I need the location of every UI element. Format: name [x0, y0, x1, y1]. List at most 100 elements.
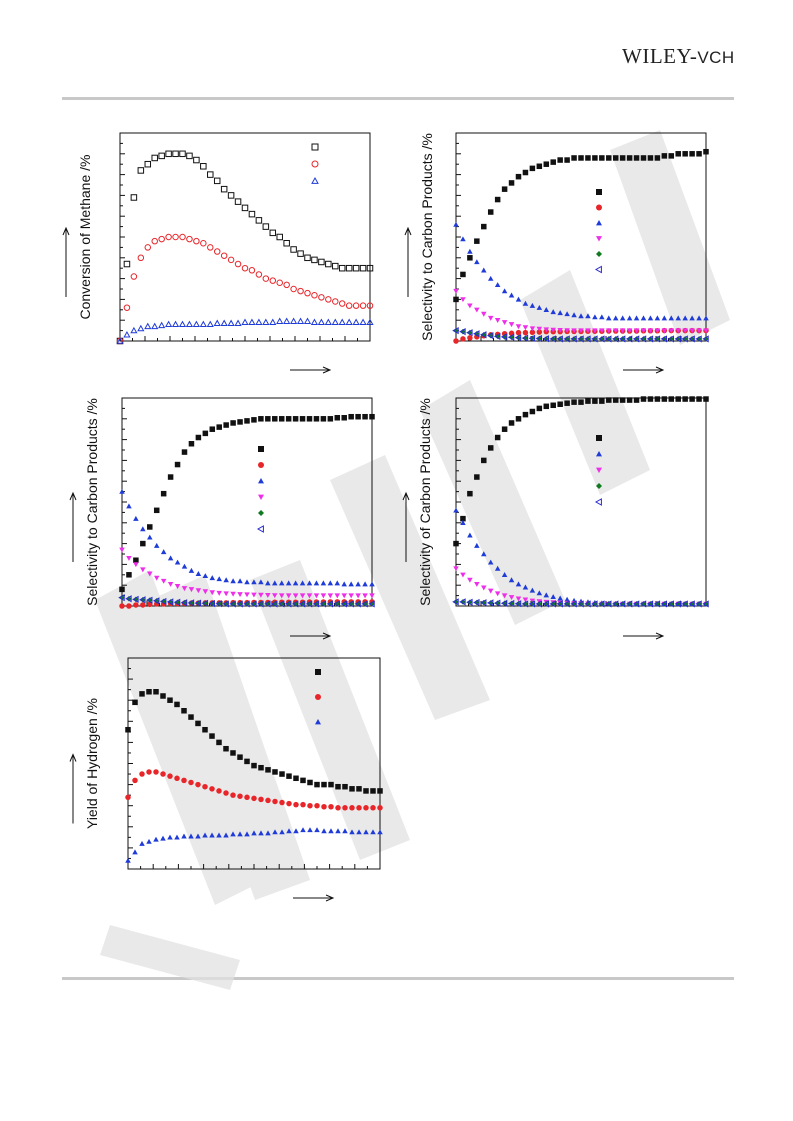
data-point	[501, 572, 508, 577]
data-point	[272, 601, 278, 607]
data-point	[187, 599, 195, 607]
data-point	[227, 319, 235, 327]
data-point	[542, 600, 549, 608]
data-point	[251, 417, 257, 423]
data-point	[174, 775, 180, 782]
data-point	[696, 315, 702, 321]
data-point	[171, 320, 180, 328]
series-3	[453, 221, 709, 321]
x-axis-arrowhead	[655, 632, 665, 640]
data-point	[283, 317, 291, 324]
data-point	[356, 786, 362, 792]
data-point	[522, 329, 529, 336]
data-point	[668, 328, 675, 334]
data-point	[200, 163, 207, 170]
data-point	[262, 223, 270, 230]
data-point	[244, 831, 250, 837]
data-point	[140, 597, 146, 603]
data-point	[272, 593, 278, 599]
data-point	[355, 581, 361, 587]
data-point	[342, 783, 348, 790]
data-point	[612, 155, 619, 161]
data-point	[452, 598, 459, 606]
data-point	[139, 596, 146, 604]
data-point	[165, 320, 173, 328]
data-point	[453, 507, 459, 513]
data-point	[514, 600, 522, 608]
y-axis-arrowhead	[402, 491, 410, 501]
data-point	[592, 336, 598, 342]
data-point	[216, 788, 222, 794]
data-point	[550, 327, 556, 333]
data-point	[237, 578, 243, 584]
data-point	[474, 259, 480, 265]
data-point	[696, 151, 702, 157]
data-point	[689, 601, 695, 607]
data-point	[285, 601, 292, 607]
data-point	[626, 336, 633, 342]
data-point	[213, 248, 221, 255]
data-point	[668, 153, 675, 159]
data-point	[227, 256, 235, 264]
data-point	[251, 830, 257, 836]
data-point	[166, 598, 174, 606]
data-point	[223, 601, 229, 607]
data-point	[369, 593, 375, 599]
data-point	[174, 701, 180, 708]
data-point	[279, 799, 285, 806]
data-point	[536, 590, 543, 596]
data-point	[290, 317, 298, 324]
data-point	[194, 599, 202, 607]
legend-marker-4	[596, 483, 602, 489]
data-point	[599, 398, 605, 404]
data-point	[368, 600, 375, 608]
data-point	[300, 777, 306, 784]
data-point	[174, 584, 181, 589]
data-point	[528, 600, 536, 608]
data-point	[348, 413, 354, 420]
data-point	[604, 335, 612, 343]
data-point	[467, 599, 473, 606]
plot-frame	[455, 397, 707, 607]
data-point	[695, 600, 702, 608]
data-point	[347, 600, 354, 608]
data-point	[285, 593, 292, 599]
data-point	[313, 416, 320, 422]
data-point	[703, 396, 709, 402]
data-point	[140, 540, 146, 547]
data-point	[137, 167, 145, 174]
data-point	[229, 600, 236, 608]
series-4	[453, 599, 709, 607]
data-point	[667, 335, 674, 343]
data-point	[278, 601, 285, 607]
data-point	[591, 335, 598, 343]
data-point	[181, 586, 188, 592]
data-point	[278, 580, 285, 586]
data-point	[272, 769, 278, 775]
data-point	[515, 296, 522, 302]
data-point	[606, 315, 612, 321]
data-point	[578, 155, 584, 161]
data-point	[179, 150, 186, 158]
data-point	[515, 329, 522, 336]
data-point	[362, 413, 368, 420]
data-point	[626, 328, 633, 334]
data-point	[619, 155, 626, 161]
data-point	[139, 691, 145, 697]
data-point	[675, 396, 681, 402]
data-point	[193, 237, 200, 245]
data-point	[522, 169, 529, 176]
data-point	[236, 600, 243, 608]
data-point	[369, 581, 375, 587]
data-point	[332, 262, 339, 270]
data-point	[515, 596, 522, 602]
data-point	[515, 581, 522, 587]
data-point	[606, 601, 612, 607]
data-point	[570, 600, 577, 608]
data-point	[338, 264, 346, 272]
data-point	[543, 161, 550, 167]
data-point	[133, 515, 139, 521]
data-point	[640, 315, 647, 321]
data-point	[689, 396, 695, 402]
